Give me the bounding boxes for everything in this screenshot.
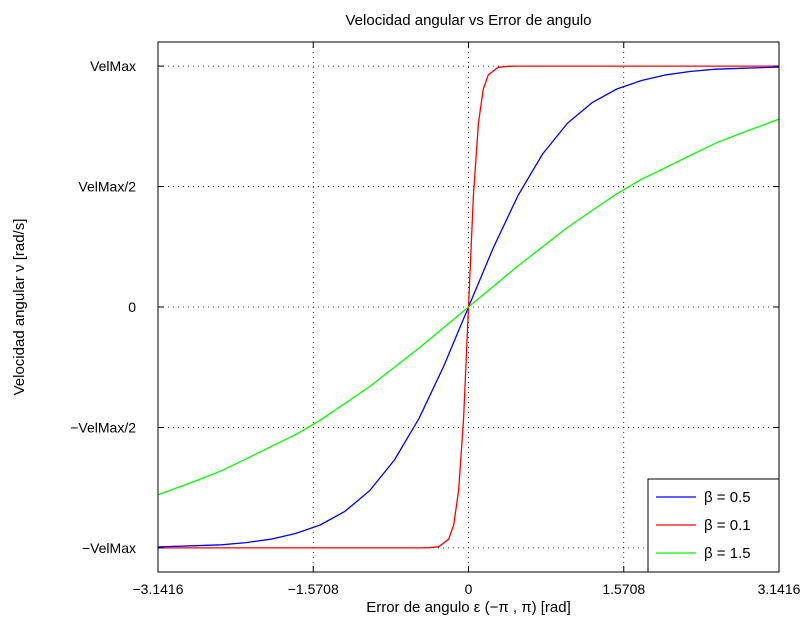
y-tick-label: VelMax [90,58,136,74]
x-tick-label: 3.1416 [758,581,801,597]
series-line-3 [157,118,780,496]
y-tick-label: −VelMax [82,540,136,556]
legend-label-2: β = 0.1 [704,517,751,534]
x-axis-label: Error de angulo ε (−π , π) [rad] [366,599,571,616]
y-tick-label: VelMax/2 [78,179,136,195]
x-tick-label: −3.1416 [133,581,184,597]
y-axis-label: Velocidad angular ν [rad/s] [11,219,28,396]
y-tick-label: −VelMax/2 [70,419,136,435]
axis-ticks: −3.1416 −1.5708 0 1.5708 3.1416 −VelMax −VelMa… [70,42,801,597]
legend-label-1: β = 0.5 [704,489,751,506]
y-tick-label: 0 [128,299,136,315]
x-tick-label: 1.5708 [602,581,645,597]
legend-label-3: β = 1.5 [704,545,751,562]
x-tick-label: −1.5708 [288,581,339,597]
chart-title: Velocidad angular vs Error de angulo [346,12,592,29]
plot-lines [157,65,780,549]
x-tick-label: 0 [465,581,473,597]
legend: β = 0.5 β = 0.1 β = 1.5 [647,478,780,573]
